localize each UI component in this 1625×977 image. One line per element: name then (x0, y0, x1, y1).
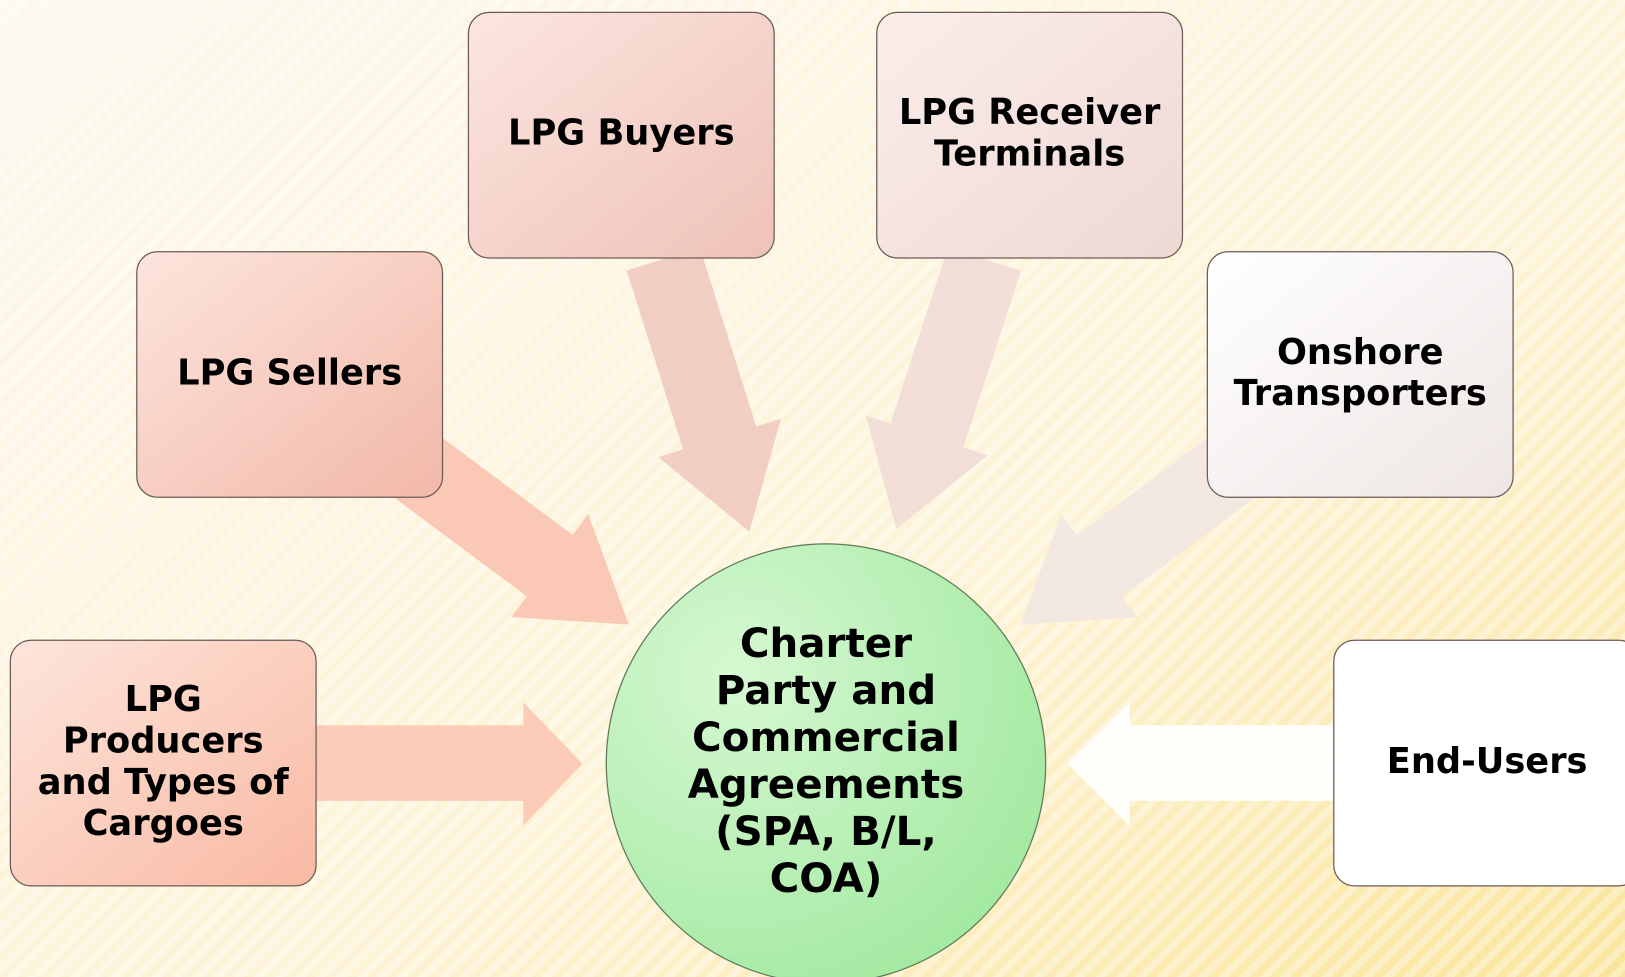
node-box (136, 251, 444, 498)
node-label: Transporters (1234, 373, 1487, 414)
node-label: Cargoes (83, 803, 244, 844)
node-box (1333, 639, 1625, 887)
arrow (865, 247, 1021, 529)
node-label: Producers (63, 720, 264, 761)
node-label: Onshore (1277, 332, 1444, 373)
arrow (316, 702, 583, 826)
node-box (9, 639, 317, 887)
node-label: LPG Receiver (899, 92, 1161, 133)
center-label: (SPA, B/L, (715, 807, 937, 855)
center-label: COA) (770, 854, 883, 902)
node-box (1206, 251, 1514, 498)
arrows (316, 247, 1334, 826)
arrow (626, 247, 781, 532)
arrow (1067, 702, 1334, 826)
node-label: LPG Sellers (177, 353, 402, 394)
center-circle (605, 543, 1047, 977)
node-label: Terminals (934, 133, 1125, 174)
center-label: Party and (716, 666, 936, 714)
node-label: LPG (125, 679, 202, 720)
center-label: Agreements (688, 760, 965, 808)
center-label: Commercial (692, 713, 960, 761)
arrow (386, 430, 629, 625)
node-box (876, 11, 1184, 259)
node-label: LPG Buyers (508, 113, 735, 154)
node-box (467, 11, 775, 259)
node-label: and Types of (38, 762, 290, 803)
arrow (1020, 435, 1257, 625)
nodes (9, 11, 1625, 887)
node-label: End-Users (1387, 741, 1588, 782)
center-label: Charter (740, 619, 912, 667)
